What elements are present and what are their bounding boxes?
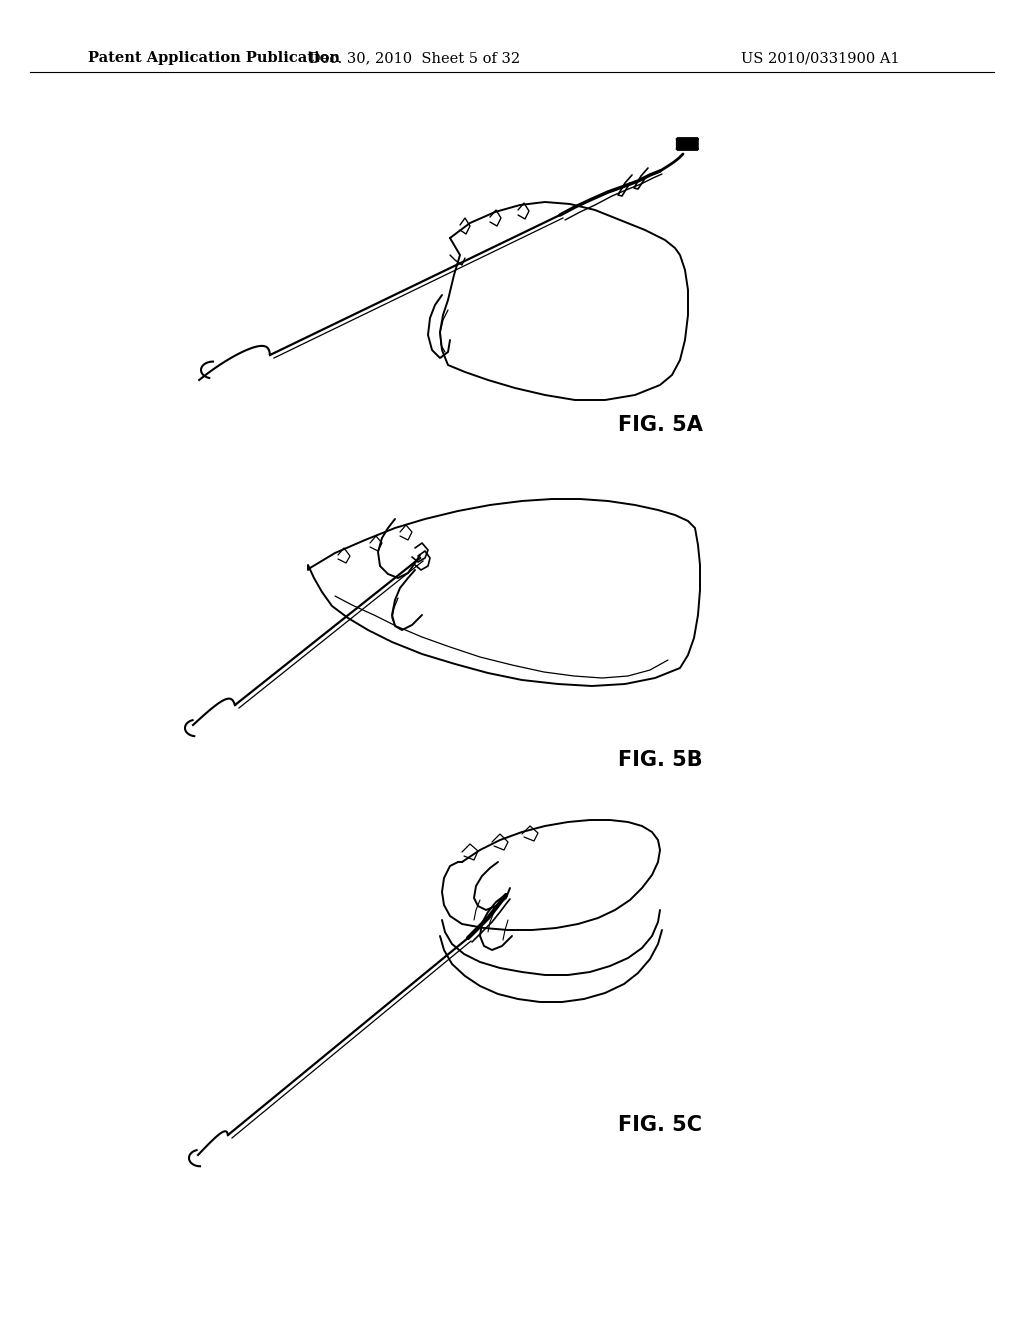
Text: FIG. 5A: FIG. 5A <box>617 414 702 436</box>
Text: Patent Application Publication: Patent Application Publication <box>88 51 340 65</box>
Text: FIG. 5B: FIG. 5B <box>617 750 702 770</box>
Text: FIG. 5C: FIG. 5C <box>618 1115 702 1135</box>
Text: US 2010/0331900 A1: US 2010/0331900 A1 <box>740 51 899 65</box>
Text: Dec. 30, 2010  Sheet 5 of 32: Dec. 30, 2010 Sheet 5 of 32 <box>309 51 520 65</box>
